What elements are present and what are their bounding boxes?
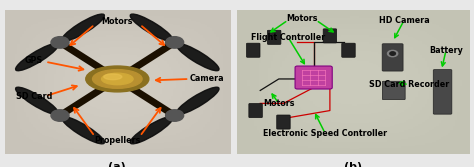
Text: Motors: Motors: [101, 17, 133, 26]
Circle shape: [388, 50, 398, 57]
Circle shape: [51, 110, 69, 121]
Ellipse shape: [62, 117, 104, 144]
Text: HD Camera: HD Camera: [379, 16, 429, 25]
Ellipse shape: [16, 44, 58, 71]
FancyBboxPatch shape: [382, 44, 403, 71]
FancyBboxPatch shape: [383, 81, 405, 100]
Ellipse shape: [101, 73, 133, 85]
Text: (b): (b): [344, 162, 362, 167]
Text: Flight Controller: Flight Controller: [251, 33, 325, 42]
Text: Propellers: Propellers: [94, 136, 140, 145]
Text: Electronic Speed Controller: Electronic Speed Controller: [263, 129, 387, 138]
Text: Camera: Camera: [189, 74, 224, 84]
Text: SD Card Recorder: SD Card Recorder: [369, 80, 449, 89]
Ellipse shape: [104, 74, 122, 80]
FancyBboxPatch shape: [246, 43, 260, 57]
Text: GPS: GPS: [25, 56, 43, 65]
Circle shape: [51, 37, 69, 48]
Ellipse shape: [86, 66, 149, 92]
FancyBboxPatch shape: [295, 66, 332, 89]
Ellipse shape: [16, 87, 58, 114]
Ellipse shape: [176, 87, 219, 114]
Circle shape: [165, 110, 183, 121]
Text: Motors: Motors: [286, 14, 318, 23]
FancyBboxPatch shape: [249, 104, 262, 118]
Circle shape: [390, 52, 395, 55]
Ellipse shape: [92, 70, 142, 88]
FancyBboxPatch shape: [277, 115, 290, 129]
FancyBboxPatch shape: [433, 70, 452, 114]
FancyBboxPatch shape: [323, 29, 337, 43]
Ellipse shape: [130, 117, 173, 144]
Text: SD Card: SD Card: [16, 92, 52, 101]
Circle shape: [165, 37, 183, 48]
Ellipse shape: [62, 14, 104, 41]
Text: Battery: Battery: [429, 46, 463, 55]
Text: (a): (a): [109, 162, 126, 167]
FancyBboxPatch shape: [342, 43, 355, 57]
Text: Motors: Motors: [263, 99, 294, 108]
Ellipse shape: [130, 14, 173, 41]
FancyBboxPatch shape: [267, 30, 281, 44]
Ellipse shape: [176, 44, 219, 71]
